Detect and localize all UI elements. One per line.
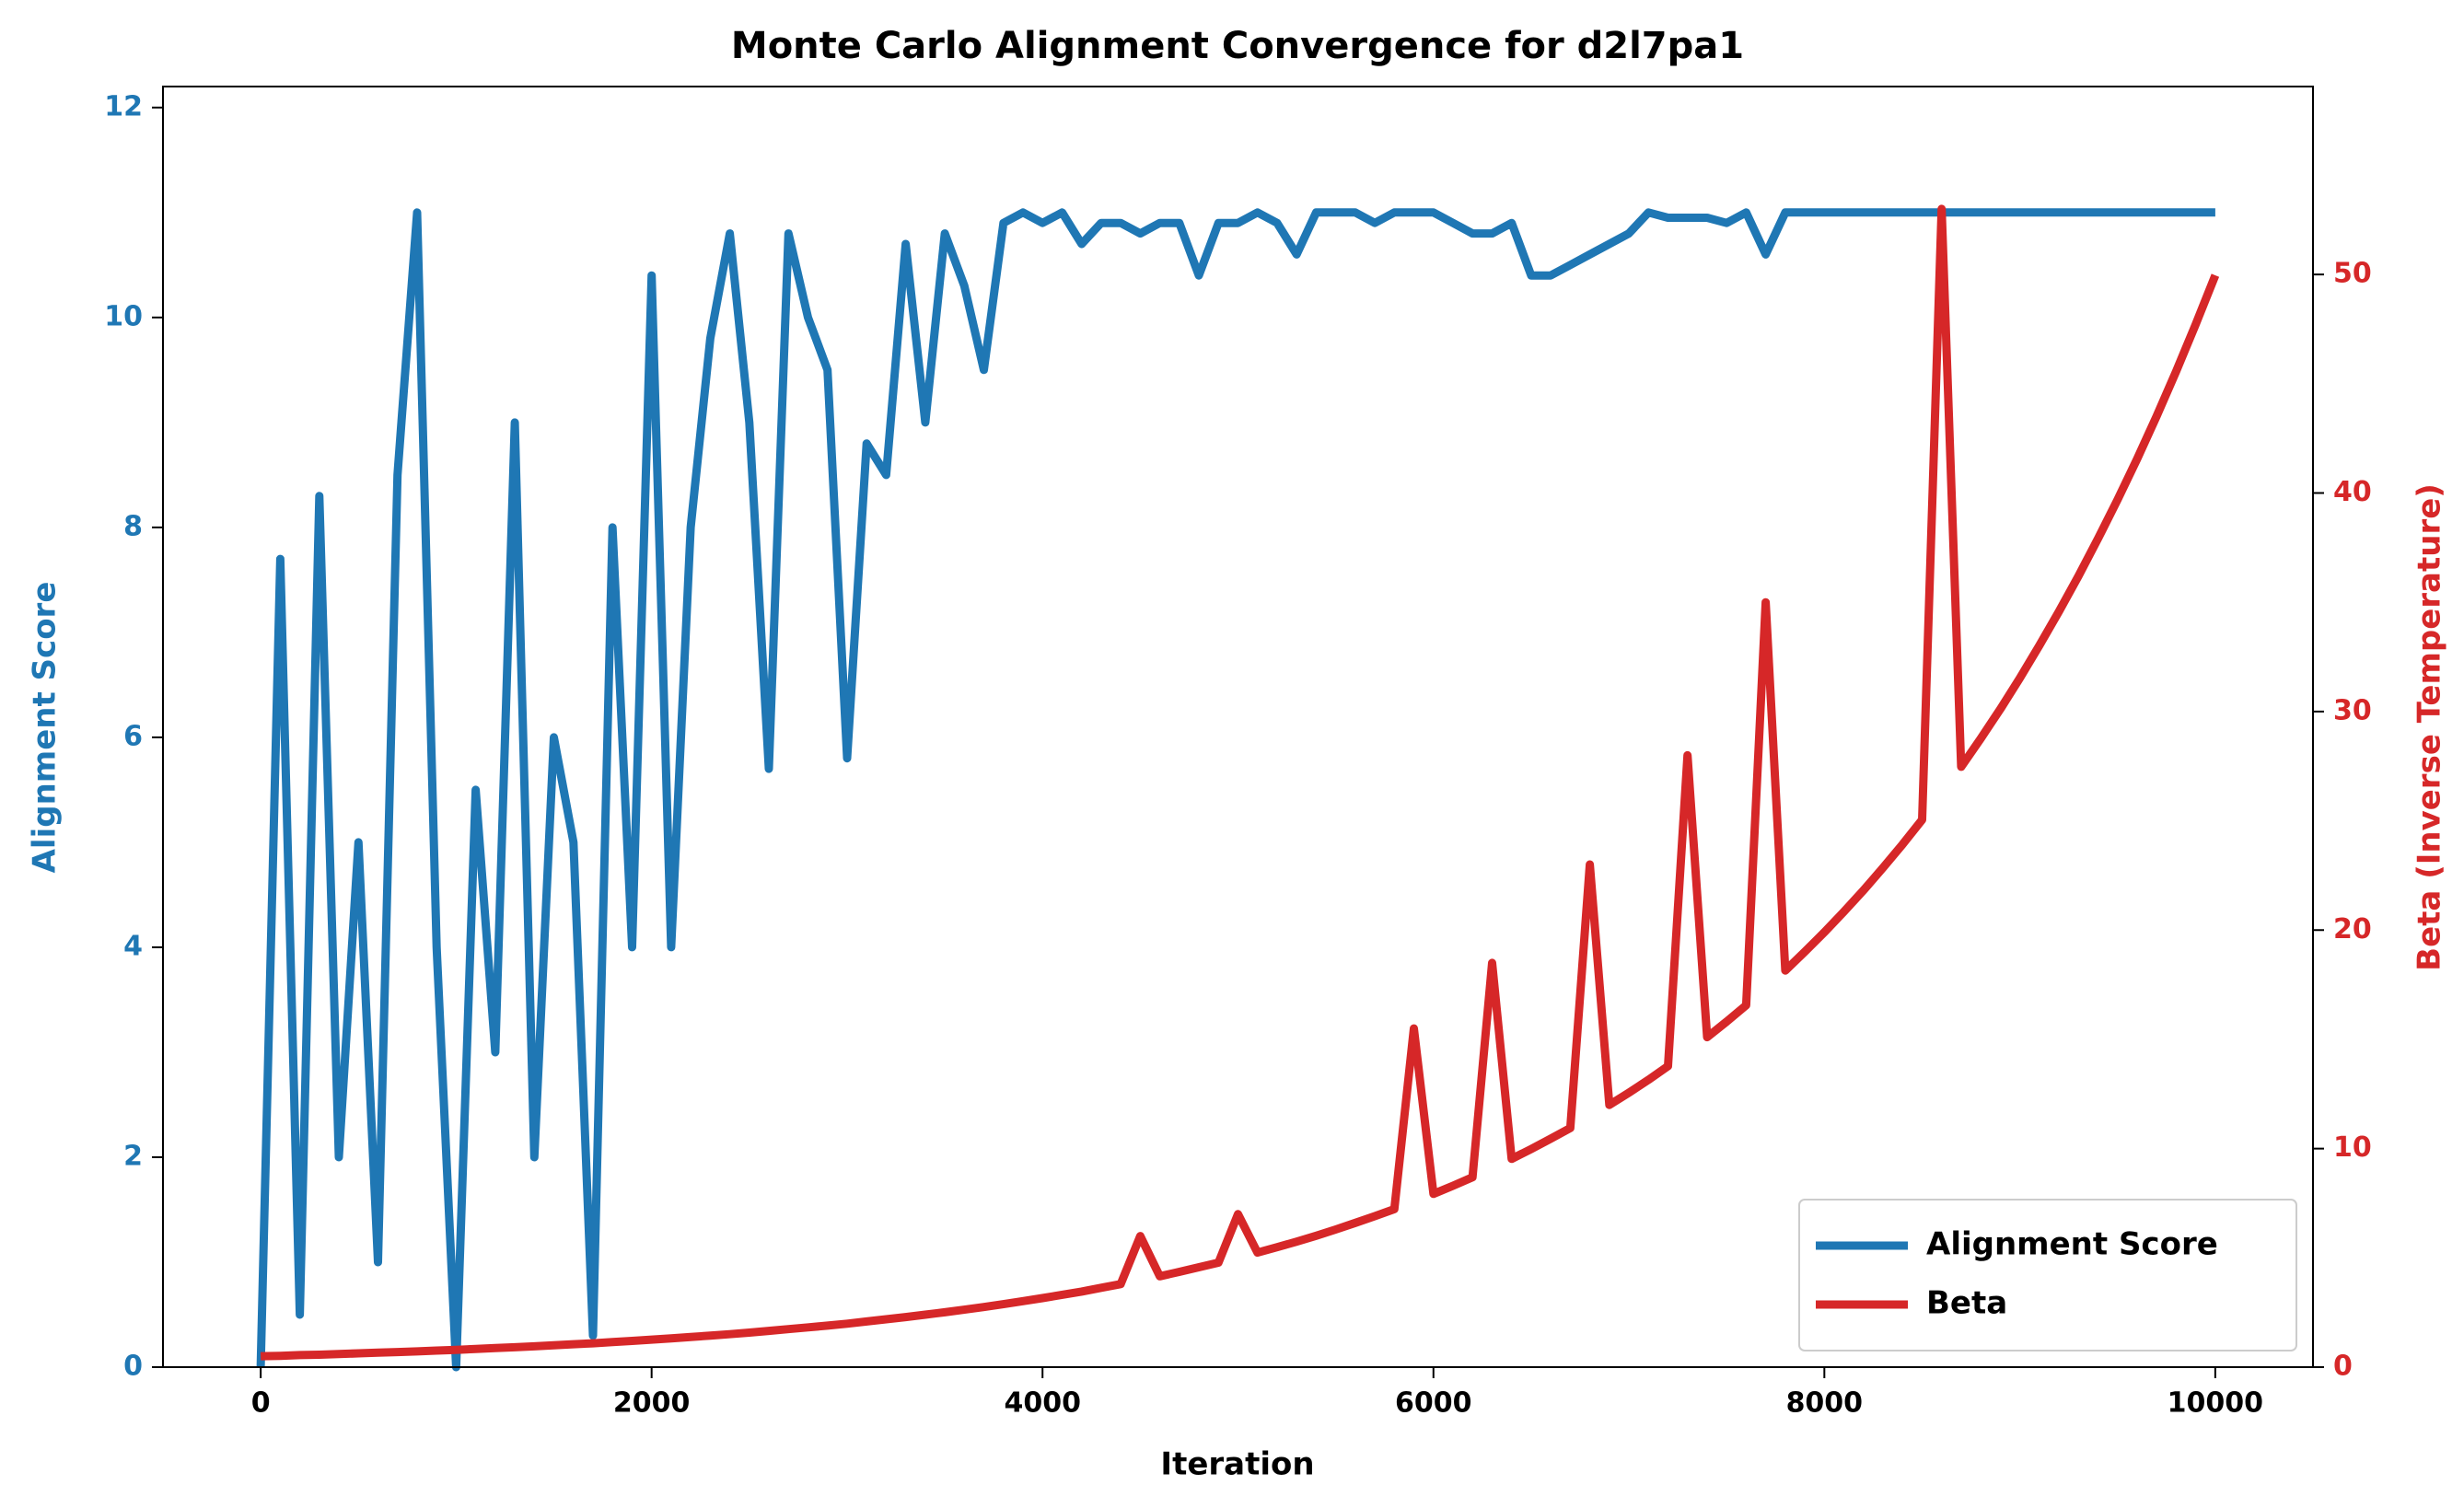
x-tick-label: 4000	[1004, 1387, 1081, 1420]
y-tick-label: 12	[104, 90, 143, 122]
chart-title: Monte Carlo Alignment Convergence for d2…	[731, 25, 1744, 67]
plot-frame	[162, 86, 2314, 1368]
x-tick-label: 6000	[1395, 1387, 1472, 1420]
data-line	[261, 204, 2220, 1361]
x-tick-label: 0	[251, 1387, 271, 1420]
data-line	[256, 208, 2215, 1372]
y2-tick-label: 40	[2333, 476, 2372, 508]
legend-box	[1798, 1199, 2297, 1351]
y-tick-label: 10	[104, 300, 143, 332]
y-tick-label: 8	[123, 510, 143, 542]
x-tick-label: 2000	[613, 1387, 691, 1420]
y-tick-label: 2	[123, 1140, 143, 1172]
y2-tick-label: 20	[2333, 913, 2372, 945]
y-tick-label: 0	[123, 1351, 143, 1383]
y-tick-label: 4	[123, 930, 143, 962]
y-axis-label: Alignment Score	[27, 582, 64, 874]
x-tick-label: 8000	[1786, 1387, 1864, 1420]
legend-label: Beta	[1926, 1285, 2007, 1322]
y2-tick-label: 30	[2333, 694, 2372, 726]
y2-tick-label: 50	[2333, 258, 2372, 290]
legend-label: Alignment Score	[1926, 1226, 2218, 1263]
y-tick-label: 6	[123, 720, 143, 752]
y2-axis-label: Beta (Inverse Temperature)	[2412, 483, 2448, 971]
x-axis-label: Iteration	[1160, 1446, 1314, 1483]
x-tick-label: 10000	[2168, 1387, 2263, 1420]
y2-tick-label: 10	[2333, 1131, 2372, 1164]
y2-tick-label: 0	[2333, 1351, 2353, 1383]
